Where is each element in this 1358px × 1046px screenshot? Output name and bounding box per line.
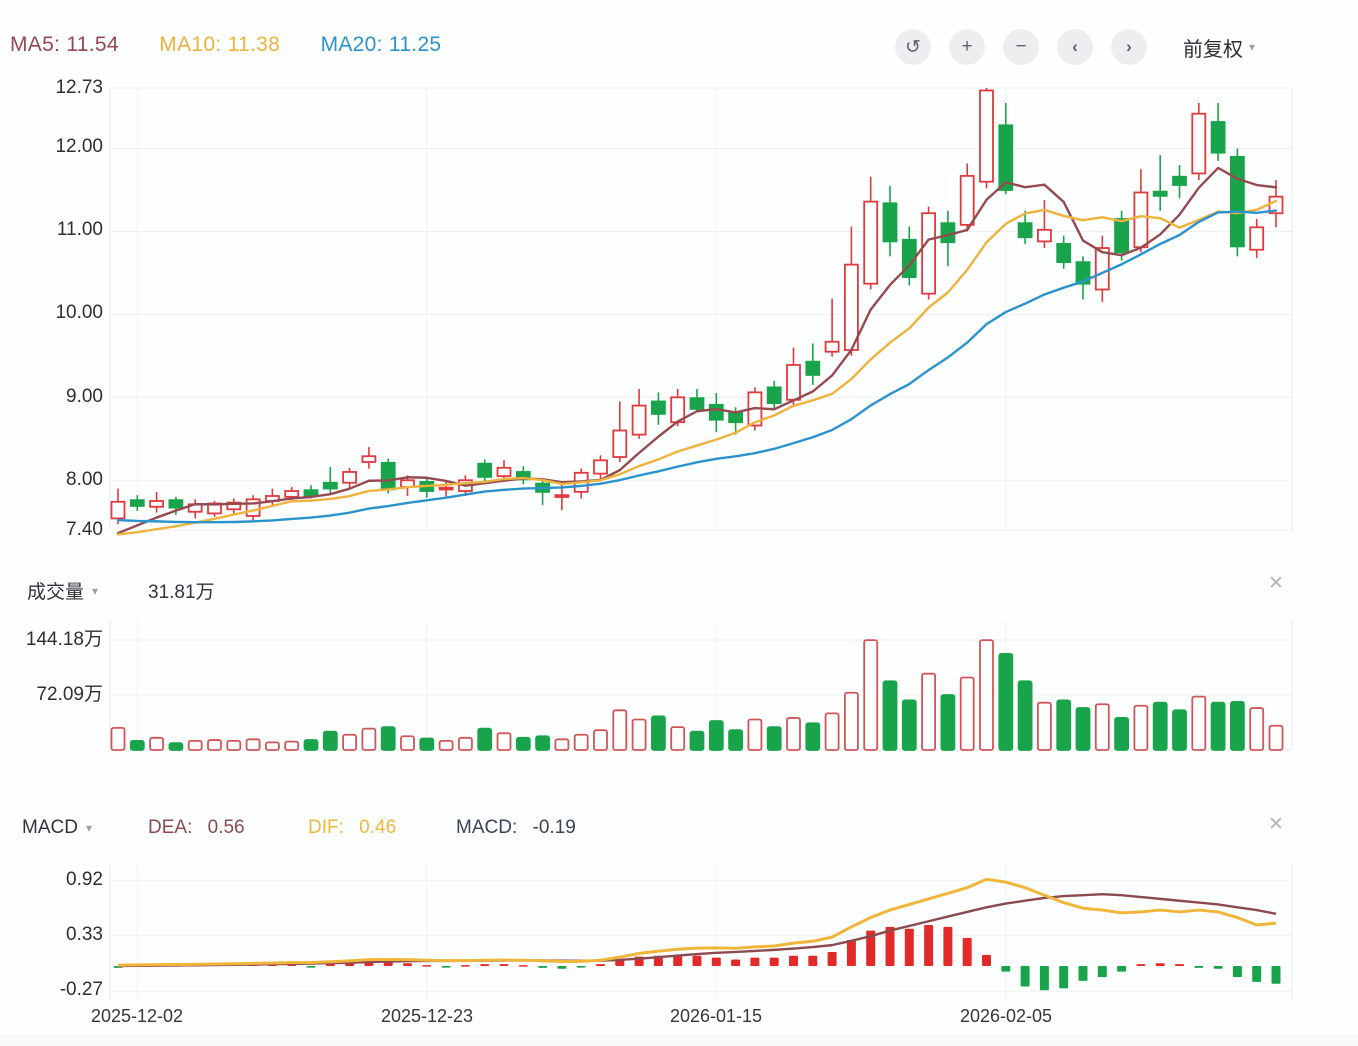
volume-current-value: 31.81万 — [148, 582, 215, 603]
chart-toolbar: ↺ + − ‹ › 前复权 ▾ — [895, 29, 1255, 65]
adjust-mode-dropdown[interactable]: 前复权 ▾ — [1183, 33, 1255, 62]
macd-panel-title: MACD — [22, 817, 78, 838]
pan-left-icon[interactable]: ‹ — [1057, 29, 1093, 65]
ma10-legend-label: MA10: 11.38 — [159, 33, 281, 56]
price-tick: 7.40 — [66, 519, 103, 540]
dea-readout: DEA: 0.56 — [148, 817, 245, 839]
volume-close-icon[interactable]: ✕ — [1268, 573, 1284, 594]
dif-label: DIF: — [308, 817, 344, 838]
dif-value: 0.46 — [359, 817, 397, 838]
price-tick: 12.00 — [55, 136, 103, 157]
ma20-legend-label: MA20: 11.25 — [320, 33, 442, 56]
dea-value: 0.56 — [207, 817, 245, 838]
dif-readout: DIF: 0.46 — [308, 817, 396, 839]
volume-panel-title: 成交量 — [27, 582, 85, 603]
price-tick: 12.73 — [55, 77, 103, 98]
volume-tick: 72.09万 — [36, 684, 103, 705]
x-axis-date: 2026-02-05 — [959, 1006, 1053, 1026]
undo-icon[interactable]: ↺ — [895, 29, 931, 65]
chevron-down-icon: ▾ — [85, 821, 92, 835]
macd-readout: MACD: -0.19 — [456, 817, 576, 839]
macd-value: -0.19 — [532, 817, 576, 838]
chevron-down-icon: ▾ — [1249, 40, 1256, 54]
ma-legend: MA5: 11.54 MA10: 11.38 MA20: 11.25 — [10, 33, 441, 57]
macd-close-icon[interactable]: ✕ — [1268, 814, 1284, 835]
zoom-out-icon[interactable]: − — [1003, 29, 1039, 65]
dea-label: DEA: — [148, 817, 193, 838]
price-tick: 9.00 — [66, 386, 103, 407]
x-axis-date: 2026-01-15 — [669, 1006, 763, 1026]
price-tick: 8.00 — [66, 469, 103, 490]
macd-label: MACD: — [456, 817, 518, 838]
adjust-mode-label: 前复权 — [1183, 38, 1243, 61]
macd-tick: -0.27 — [59, 979, 103, 1000]
chevron-down-icon: ▾ — [92, 583, 99, 598]
macd-tick: 0.33 — [66, 924, 103, 945]
pan-right-icon[interactable]: › — [1111, 29, 1147, 65]
ma5-legend-label: MA5: 11.54 — [10, 33, 119, 56]
price-tick: 11.00 — [56, 219, 103, 240]
x-axis-date: 2025-12-23 — [380, 1006, 474, 1026]
zoom-in-icon[interactable]: + — [949, 29, 985, 65]
macd-panel-dropdown[interactable]: MACD ▾ — [22, 817, 92, 839]
x-axis-date: 2025-12-02 — [90, 1006, 184, 1026]
price-tick: 10.00 — [55, 302, 103, 323]
macd-tick: 0.92 — [66, 869, 103, 890]
volume-tick: 144.18万 — [25, 629, 103, 650]
bottom-edge-strip — [0, 1035, 1358, 1046]
volume-panel-dropdown[interactable]: 成交量 ▾ — [27, 577, 98, 604]
